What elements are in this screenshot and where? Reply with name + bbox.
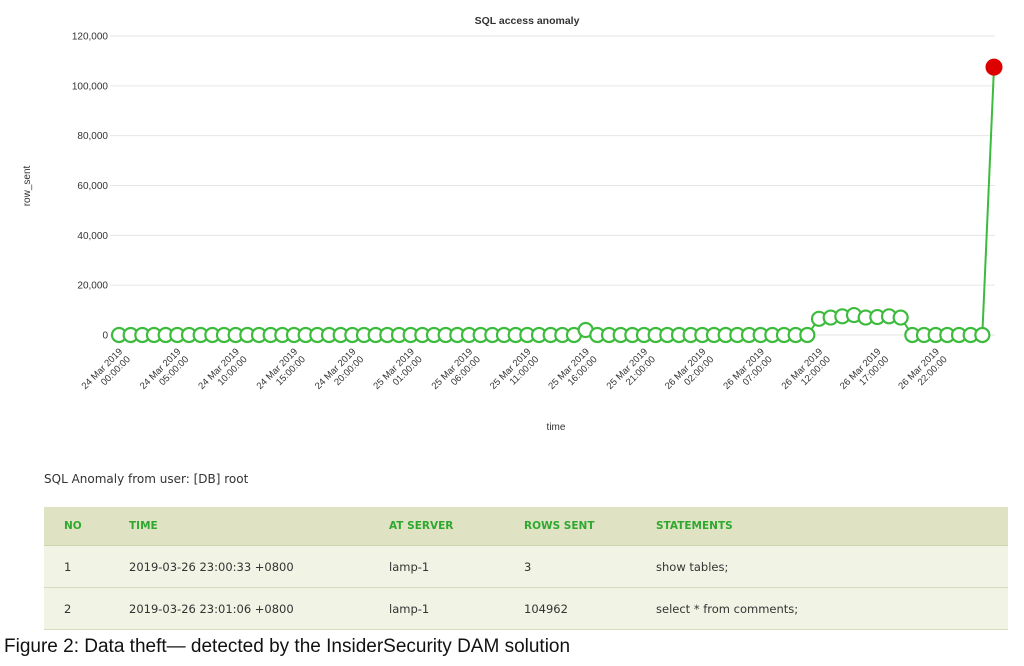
cell-rows-sent: 104962 [504,587,636,630]
x-axis-label: time [547,422,566,433]
grid-lines [110,35,995,336]
data-points [110,58,1003,344]
y-tick-labels: 0 20,000 40,000 60,000 80,000 100,000 120,000 [72,32,109,342]
cell-time: 2019-03-26 23:00:33 +0800 [109,545,369,588]
cell-server: lamp-1 [369,545,504,588]
table-row: 1 2019-03-26 23:00:33 +0800 lamp-1 3 sho… [44,545,1008,588]
chart-title: SQL access anomaly [475,15,580,27]
y-axis-label: row_sent [22,165,33,206]
y-tick-label: 120,000 [72,32,109,43]
col-server-header: AT SERVER [369,507,504,546]
y-tick-label: 20,000 [77,281,108,292]
figure-caption: Figure 2: Data theft— detected by the In… [4,636,571,657]
y-tick-label: 60,000 [77,181,108,192]
y-tick-label: 0 [102,331,108,342]
cell-rows-sent: 3 [504,545,636,588]
col-time-header: TIME [109,507,369,546]
anomaly-user-line: SQL Anomaly from user: [DB] root [44,472,249,486]
cell-server: lamp-1 [369,587,504,630]
y-tick-label: 100,000 [72,81,109,92]
cell-statement: show tables; [636,545,1008,588]
table-row: 2 2019-03-26 23:01:06 +0800 lamp-1 10496… [44,587,1008,630]
col-no-header: NO [44,507,109,546]
col-statements-header: STATEMENTS [636,507,1008,546]
col-rows-header: ROWS SENT [504,507,636,546]
cell-time: 2019-03-26 23:01:06 +0800 [109,587,369,630]
data-point [799,326,816,344]
data-point [892,309,909,326]
series-line [119,67,995,336]
anomaly-table: NO TIME AT SERVER ROWS SENT STATEMENTS 1… [44,507,1008,630]
sql-anomaly-chart: SQL access anomaly 0 20,000 40,000 60,000 80… [22,15,1003,433]
data-point [974,326,991,344]
anomaly-point [985,58,1003,76]
cell-no: 2 [44,587,109,630]
y-tick-label: 40,000 [77,231,108,242]
cell-no: 1 [44,545,109,588]
cell-statement: select * from comments; [636,587,1008,630]
y-tick-label: 80,000 [77,131,108,142]
table-header-row: NO TIME AT SERVER ROWS SENT STATEMENTS [44,507,1008,546]
